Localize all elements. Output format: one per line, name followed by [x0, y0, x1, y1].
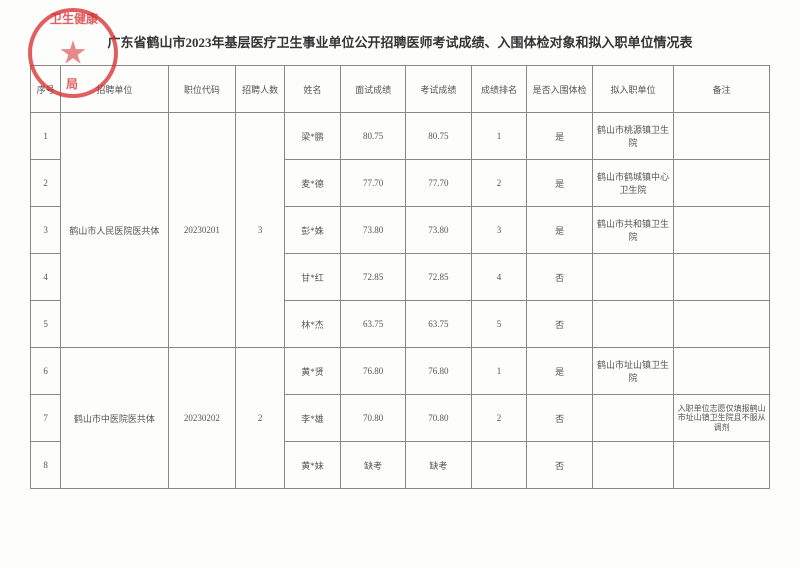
cell-s2: 73.80 — [406, 207, 471, 254]
cell-note — [674, 348, 770, 395]
th-seq: 序号 — [31, 66, 61, 113]
cell-unit — [592, 254, 674, 301]
cell-pass: 否 — [527, 301, 592, 348]
cell-unit: 鹤山市址山镇卫生院 — [592, 348, 674, 395]
th-pass: 是否入围体检 — [527, 66, 592, 113]
cell-name: 黄*贤 — [285, 348, 341, 395]
cell-s1: 73.80 — [341, 207, 406, 254]
cell-rank: 4 — [471, 254, 527, 301]
cell-note: 入职单位志愿仅填报鹤山市址山镇卫生院且不服从调剂 — [674, 395, 770, 442]
cell-unit — [592, 395, 674, 442]
cell-seq: 1 — [31, 113, 61, 160]
cell-rank: 3 — [471, 207, 527, 254]
cell-s1: 76.80 — [341, 348, 406, 395]
cell-s2: 76.80 — [406, 348, 471, 395]
cell-unit: 鹤山市共和镇卫生院 — [592, 207, 674, 254]
th-org: 招聘单位 — [61, 66, 168, 113]
cell-unit: 鹤山市桃源镇卫生院 — [592, 113, 674, 160]
cell-pass: 是 — [527, 348, 592, 395]
cell-num: 3 — [236, 113, 285, 348]
results-table: 序号 招聘单位 职位代码 招聘人数 姓名 面试成绩 考试成绩 成绩排名 是否入围… — [30, 65, 770, 489]
cell-s2: 80.75 — [406, 113, 471, 160]
th-name: 姓名 — [285, 66, 341, 113]
cell-seq: 4 — [31, 254, 61, 301]
table-header-row: 序号 招聘单位 职位代码 招聘人数 姓名 面试成绩 考试成绩 成绩排名 是否入围… — [31, 66, 770, 113]
cell-num: 2 — [236, 348, 285, 489]
cell-note — [674, 301, 770, 348]
cell-pass: 否 — [527, 395, 592, 442]
cell-pass: 是 — [527, 207, 592, 254]
cell-code: 20230202 — [168, 348, 236, 489]
cell-rank: 1 — [471, 113, 527, 160]
page-title: 广东省鹤山市2023年基层医疗卫生事业单位公开招聘医师考试成绩、入围体检对象和拟… — [30, 32, 770, 51]
cell-rank: 5 — [471, 301, 527, 348]
cell-rank: 2 — [471, 160, 527, 207]
th-rank: 成绩排名 — [471, 66, 527, 113]
cell-s1: 77.70 — [341, 160, 406, 207]
cell-seq: 8 — [31, 442, 61, 489]
cell-unit — [592, 442, 674, 489]
th-note: 备注 — [674, 66, 770, 113]
cell-name: 梁*鹏 — [285, 113, 341, 160]
cell-unit: 鹤山市鹤城镇中心卫生院 — [592, 160, 674, 207]
cell-note — [674, 442, 770, 489]
cell-unit — [592, 301, 674, 348]
th-score1: 面试成绩 — [341, 66, 406, 113]
cell-name: 林*杰 — [285, 301, 341, 348]
cell-pass: 否 — [527, 442, 592, 489]
cell-rank: 2 — [471, 395, 527, 442]
cell-note — [674, 254, 770, 301]
cell-name: 李*雄 — [285, 395, 341, 442]
cell-s2: 77.70 — [406, 160, 471, 207]
cell-s1: 80.75 — [341, 113, 406, 160]
cell-s2: 70.80 — [406, 395, 471, 442]
stamp-text-top: 卫生健康 — [50, 10, 98, 27]
cell-seq: 6 — [31, 348, 61, 395]
cell-name: 麦*德 — [285, 160, 341, 207]
cell-seq: 2 — [31, 160, 61, 207]
cell-s1: 缺考 — [341, 442, 406, 489]
cell-s1: 72.85 — [341, 254, 406, 301]
th-code: 职位代码 — [168, 66, 236, 113]
cell-name: 黄*妹 — [285, 442, 341, 489]
cell-seq: 3 — [31, 207, 61, 254]
table-row: 6鹤山市中医院医共体202302022黄*贤76.8076.801是鹤山市址山镇… — [31, 348, 770, 395]
cell-note — [674, 207, 770, 254]
cell-name: 彭*姝 — [285, 207, 341, 254]
cell-pass: 否 — [527, 254, 592, 301]
cell-s1: 63.75 — [341, 301, 406, 348]
cell-org: 鹤山市中医院医共体 — [61, 348, 168, 489]
cell-seq: 5 — [31, 301, 61, 348]
cell-rank — [471, 442, 527, 489]
th-score2: 考试成绩 — [406, 66, 471, 113]
th-num: 招聘人数 — [236, 66, 285, 113]
cell-seq: 7 — [31, 395, 61, 442]
cell-s2: 缺考 — [406, 442, 471, 489]
cell-name: 甘*红 — [285, 254, 341, 301]
cell-note — [674, 113, 770, 160]
cell-s1: 70.80 — [341, 395, 406, 442]
cell-s2: 63.75 — [406, 301, 471, 348]
cell-s2: 72.85 — [406, 254, 471, 301]
cell-note — [674, 160, 770, 207]
cell-pass: 是 — [527, 113, 592, 160]
cell-code: 20230201 — [168, 113, 236, 348]
cell-pass: 是 — [527, 160, 592, 207]
table-row: 1鹤山市人民医院医共体202302013梁*鹏80.7580.751是鹤山市桃源… — [31, 113, 770, 160]
th-unit: 拟入职单位 — [592, 66, 674, 113]
cell-org: 鹤山市人民医院医共体 — [61, 113, 168, 348]
cell-rank: 1 — [471, 348, 527, 395]
